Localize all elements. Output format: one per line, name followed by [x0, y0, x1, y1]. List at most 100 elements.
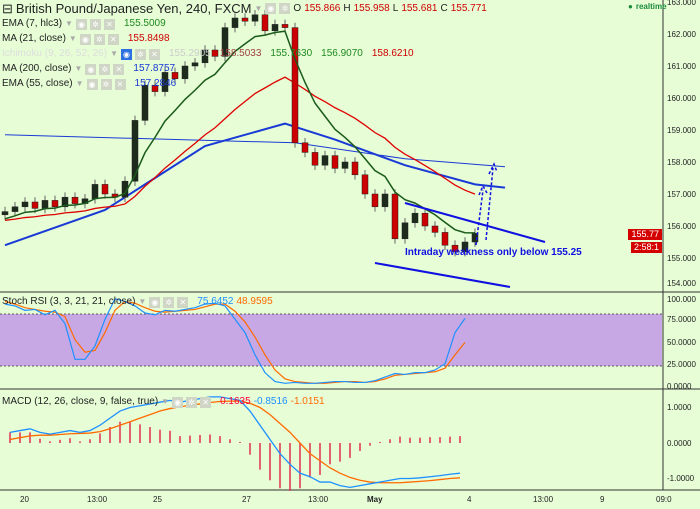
stoch-k-value: 75.6452	[197, 296, 234, 307]
close-icon[interactable]: ✕	[114, 78, 126, 90]
symbol-title[interactable]: British Pound/Japanese Yen, 240, FXCM	[15, 1, 252, 16]
indicator-value: 156.9070	[321, 48, 363, 59]
chevron-down-icon[interactable]: ▼	[110, 49, 118, 58]
close-icon[interactable]: ✕	[200, 396, 212, 408]
gear-icon[interactable]: ✲	[186, 396, 198, 408]
stoch-d-line	[4, 300, 466, 384]
ema7-line	[4, 30, 476, 234]
macd-tick: 0.0000	[667, 438, 692, 448]
candle	[281, 24, 289, 28]
candle	[191, 62, 199, 67]
trendline-upper	[404, 202, 546, 243]
candle	[71, 196, 79, 204]
candle	[421, 212, 429, 227]
dashed-arrow	[485, 162, 498, 241]
chart-title-bar: ⊟ British Pound/Japanese Yen, 240, FXCM ▼…	[2, 1, 487, 16]
price-tick: 161.000	[667, 62, 696, 71]
time-tick: 13:00	[308, 495, 329, 504]
realtime-label: realtime	[635, 2, 667, 11]
price-tick: 162.000	[667, 30, 696, 39]
gear-icon[interactable]: ✲	[93, 33, 105, 45]
candle	[41, 200, 49, 209]
indicator-name[interactable]: MA (21, close)	[2, 33, 66, 44]
indicator-legend: Ichimoku (9, 26, 52, 26) ▼ ◉ ✲ ✕ 155.2905 158.…	[2, 48, 414, 60]
eye-icon[interactable]: ◉	[265, 3, 277, 14]
chevron-down-icon[interactable]: ▼	[74, 64, 83, 73]
open-label: O	[293, 3, 302, 14]
indicator-legend: MA (200, close) ▼ ◉ ✲ ✕ 157.8757	[2, 63, 175, 75]
indicator-name[interactable]: MA (200, close)	[2, 63, 72, 74]
eye-icon[interactable]: ◉	[75, 18, 87, 30]
high-value: 155.958	[353, 3, 390, 14]
time-tick: 9	[600, 495, 605, 504]
candle	[21, 201, 29, 208]
eye-icon[interactable]: ◉	[86, 78, 98, 90]
last-price-tag: 155.77	[628, 229, 662, 240]
ma200-line	[4, 134, 506, 168]
close-icon[interactable]: ✕	[177, 296, 189, 308]
macd-value: -0.8516	[253, 396, 288, 407]
macd-hist-value: 0.1635	[220, 396, 251, 407]
chevron-down-icon[interactable]: ▼	[254, 4, 263, 13]
close-icon[interactable]: ✕	[148, 48, 160, 60]
macd-tick: -1.0000	[667, 474, 695, 483]
low-label: L	[392, 3, 399, 14]
candle	[211, 49, 219, 57]
collapse-icon[interactable]: ⊟	[2, 1, 13, 16]
indicator-value: 155.2905	[168, 48, 211, 59]
gear-icon[interactable]: ✲	[163, 296, 175, 308]
close-icon[interactable]: ✕	[113, 63, 125, 75]
time-tick: May	[367, 495, 383, 504]
stoch-tick: 100.000	[667, 295, 696, 304]
indicator-legend: EMA (55, close) ▼ ◉ ✲ ✕ 157.2846	[2, 78, 176, 90]
realtime-status: ● realtime	[628, 2, 667, 11]
candle	[321, 155, 329, 166]
candle	[241, 17, 249, 22]
price-tick: 159.000	[667, 126, 696, 135]
stoch-tick: 75.0000	[667, 315, 696, 325]
chevron-down-icon[interactable]: ▼	[138, 297, 147, 306]
candle	[411, 212, 419, 224]
candle	[131, 120, 139, 182]
indicator-value: 155.5009	[123, 18, 166, 29]
eye-icon[interactable]: ◉	[120, 48, 132, 60]
annotation-text: Intraday weakness only below 155.25	[405, 247, 582, 258]
chevron-down-icon[interactable]: ▼	[68, 34, 77, 43]
macd-name[interactable]: MACD (12, 26, close, 9, false, true)	[2, 396, 159, 407]
gear-icon[interactable]: ✲	[100, 78, 112, 90]
stoch-name[interactable]: Stoch RSI (3, 3, 21, 21, close)	[2, 296, 136, 307]
gear-icon[interactable]: ✲	[134, 48, 146, 60]
indicator-value: 157.8757	[133, 63, 176, 74]
candle	[251, 14, 259, 22]
price-tick: 157.000	[667, 190, 696, 199]
price-tick: 160.000	[667, 94, 696, 103]
indicator-value: 158.6210	[371, 48, 414, 59]
chevron-down-icon[interactable]: ▼	[65, 19, 73, 28]
macd-signal-value: -1.0151	[290, 396, 325, 407]
candle	[201, 49, 209, 64]
close-icon[interactable]: ✕	[103, 18, 115, 30]
indicator-name[interactable]: EMA (7, hlc3)	[2, 18, 63, 29]
time-tick: 09:0	[656, 495, 672, 504]
stoch-legend: Stoch RSI (3, 3, 21, 21, close) ▼ ◉ ✲ ✕ 75.64…	[2, 296, 273, 308]
stoch-tick: 25.0000	[667, 359, 696, 369]
indicator-name[interactable]: EMA (55, close)	[2, 78, 73, 89]
gear-icon[interactable]: ✲	[89, 18, 101, 30]
candle	[171, 72, 179, 80]
gear-icon[interactable]: ✲	[99, 63, 111, 75]
gear-icon[interactable]: ✲	[279, 3, 291, 14]
chevron-down-icon[interactable]: ▼	[75, 79, 84, 88]
candle	[261, 14, 269, 32]
eye-icon[interactable]: ◉	[149, 296, 161, 308]
chevron-down-icon[interactable]: ▼	[161, 397, 170, 406]
indicator-name[interactable]: Ichimoku (9, 26, 52, 26)	[2, 48, 108, 59]
eye-icon[interactable]: ◉	[79, 33, 91, 45]
candle	[331, 155, 339, 169]
close-icon[interactable]: ✕	[107, 33, 119, 45]
eye-icon[interactable]: ◉	[85, 63, 97, 75]
candle	[461, 241, 469, 252]
ma21-line	[4, 76, 476, 221]
eye-icon[interactable]: ◉	[172, 396, 184, 408]
trendline-lower	[374, 262, 511, 288]
